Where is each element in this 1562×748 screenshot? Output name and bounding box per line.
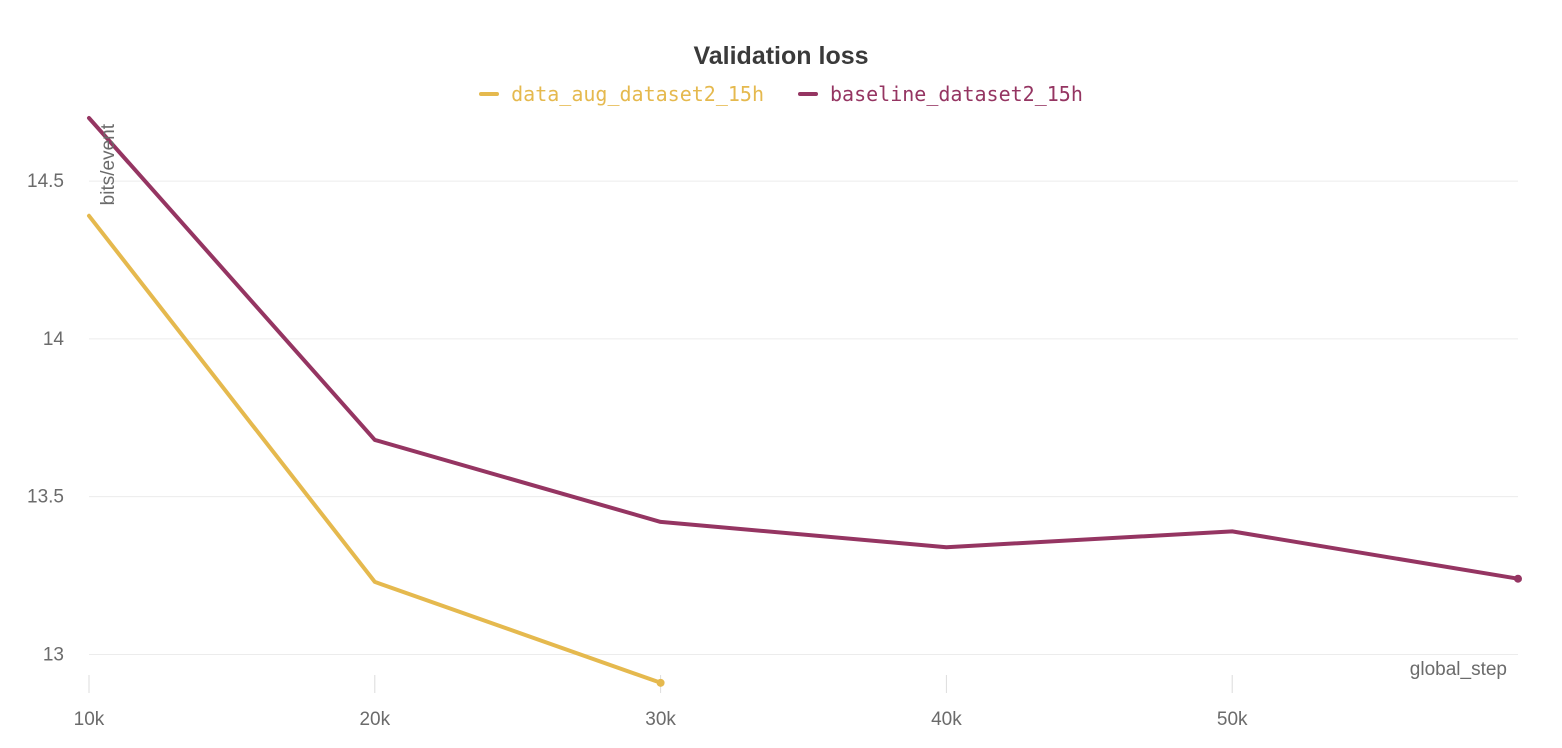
legend-label-baseline: baseline_dataset2_15h	[830, 82, 1083, 106]
y-axis-ticks: 13 13.5 14 14.5	[27, 171, 64, 665]
series-line-1[interactable]	[87, 116, 1520, 581]
x-tick-label: 50k	[1217, 709, 1248, 730]
data-point	[1514, 574, 1522, 583]
x-tick-label: 20k	[359, 709, 390, 730]
x-axis-label: global_step	[1410, 659, 1507, 680]
legend: data_aug_dataset2_15h baseline_dataset2_…	[0, 82, 1562, 106]
series-lines	[87, 116, 1522, 687]
x-tick-label: 40k	[931, 709, 962, 730]
legend-label-data-aug: data_aug_dataset2_15h	[511, 82, 764, 106]
y-tick-label: 14	[43, 329, 65, 350]
y-axis-label: bits/event	[98, 123, 119, 205]
chart-title: Validation loss	[693, 42, 869, 70]
x-tick-label: 10k	[74, 709, 105, 730]
data-point	[656, 678, 665, 687]
series-line-0[interactable]	[87, 213, 663, 685]
x-tick-label: 30k	[645, 709, 676, 730]
grid-lines	[89, 180, 1518, 655]
legend-item-baseline[interactable]: baseline_dataset2_15h	[798, 82, 1083, 106]
x-axis-ticks: 10k 20k 30k 40k 50k	[74, 675, 1248, 730]
y-tick-label: 13.5	[27, 487, 64, 508]
legend-item-data-aug[interactable]: data_aug_dataset2_15h	[479, 82, 764, 106]
y-tick-label: 14.5	[27, 171, 64, 192]
legend-swatch-baseline	[798, 92, 818, 96]
y-tick-label: 13	[43, 644, 64, 665]
legend-swatch-data-aug	[479, 92, 500, 96]
